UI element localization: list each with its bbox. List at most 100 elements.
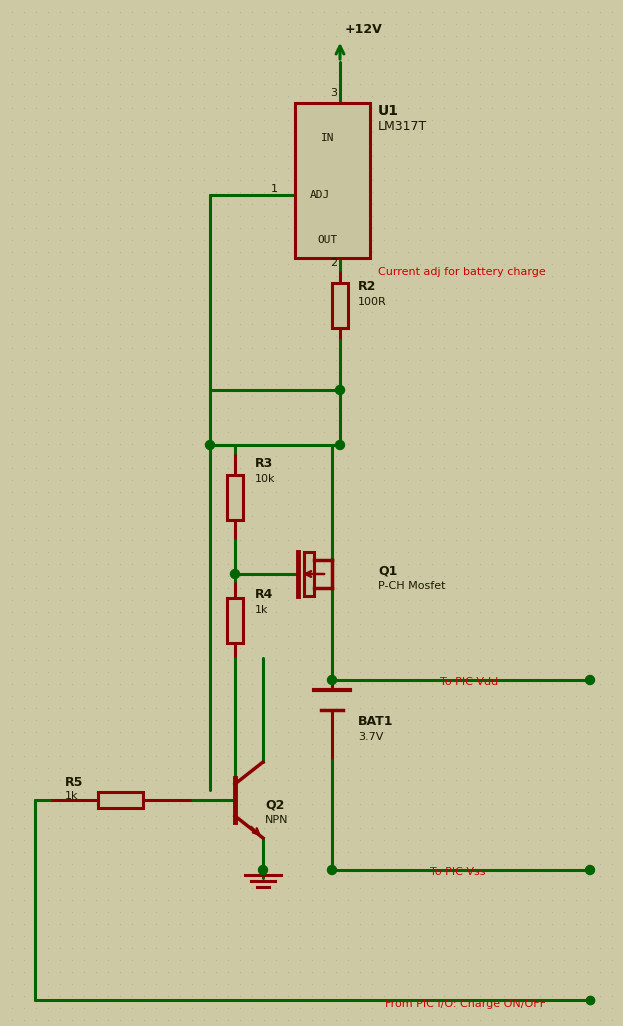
Point — [583, 327, 593, 344]
Point — [343, 928, 353, 944]
Point — [67, 352, 77, 368]
Point — [43, 676, 53, 693]
Point — [571, 28, 581, 44]
Point — [499, 843, 509, 860]
Point — [487, 436, 497, 452]
Point — [295, 1012, 305, 1026]
Point — [523, 1012, 533, 1026]
Point — [151, 400, 161, 417]
Point — [463, 843, 473, 860]
Point — [211, 580, 221, 596]
Point — [235, 832, 245, 849]
Point — [547, 712, 557, 728]
Point — [559, 580, 569, 596]
Point — [355, 556, 365, 573]
Text: ADJ: ADJ — [310, 190, 330, 200]
Point — [379, 400, 389, 417]
Point — [235, 723, 245, 740]
Point — [343, 316, 353, 332]
Point — [115, 520, 125, 537]
Point — [67, 291, 77, 308]
Point — [367, 520, 377, 537]
Point — [295, 208, 305, 225]
Point — [19, 160, 29, 176]
Point — [331, 580, 341, 596]
Point — [391, 520, 401, 537]
Point — [295, 832, 305, 849]
Point — [235, 327, 245, 344]
Point — [595, 135, 605, 152]
Point — [211, 196, 221, 212]
Point — [439, 76, 449, 92]
Point — [163, 892, 173, 908]
Point — [427, 88, 437, 105]
Point — [247, 628, 257, 644]
Point — [163, 220, 173, 236]
Point — [79, 135, 89, 152]
Point — [67, 316, 77, 332]
Text: Q1: Q1 — [378, 564, 397, 577]
Point — [139, 232, 149, 248]
Point — [259, 160, 269, 176]
Point — [283, 988, 293, 1004]
Point — [451, 796, 461, 813]
Point — [307, 940, 317, 956]
Point — [295, 544, 305, 560]
Point — [499, 64, 509, 80]
Point — [607, 723, 617, 740]
Point — [475, 291, 485, 308]
Point — [79, 952, 89, 969]
Point — [283, 843, 293, 860]
Point — [415, 4, 425, 21]
Point — [55, 508, 65, 524]
Point — [43, 963, 53, 980]
Point — [343, 748, 353, 764]
Point — [223, 184, 233, 200]
Point — [463, 628, 473, 644]
Point — [439, 160, 449, 176]
Point — [427, 820, 437, 836]
Point — [571, 76, 581, 92]
Point — [367, 496, 377, 512]
Point — [499, 255, 509, 272]
Point — [175, 687, 185, 704]
Point — [607, 952, 617, 969]
Point — [487, 40, 497, 56]
Point — [511, 171, 521, 188]
Point — [43, 291, 53, 308]
Point — [583, 520, 593, 537]
Point — [115, 160, 125, 176]
Point — [163, 580, 173, 596]
Point — [31, 820, 41, 836]
Point — [439, 327, 449, 344]
Point — [343, 832, 353, 849]
Point — [127, 640, 137, 657]
Point — [235, 124, 245, 141]
Point — [211, 171, 221, 188]
Point — [343, 976, 353, 992]
Point — [115, 879, 125, 896]
Point — [247, 999, 257, 1016]
Point — [295, 411, 305, 428]
Point — [463, 160, 473, 176]
Point — [259, 232, 269, 248]
Point — [571, 988, 581, 1004]
Point — [355, 963, 365, 980]
Point — [343, 628, 353, 644]
Point — [487, 508, 497, 524]
Point — [139, 748, 149, 764]
Point — [139, 196, 149, 212]
Point — [259, 760, 269, 777]
Point — [475, 879, 485, 896]
Point — [91, 184, 101, 200]
Point — [19, 4, 29, 21]
Point — [475, 268, 485, 284]
Point — [403, 736, 413, 752]
Point — [307, 208, 317, 225]
Point — [403, 592, 413, 608]
Point — [127, 291, 137, 308]
Point — [583, 856, 593, 872]
Point — [247, 376, 257, 392]
Point — [499, 51, 509, 68]
Point — [115, 652, 125, 668]
